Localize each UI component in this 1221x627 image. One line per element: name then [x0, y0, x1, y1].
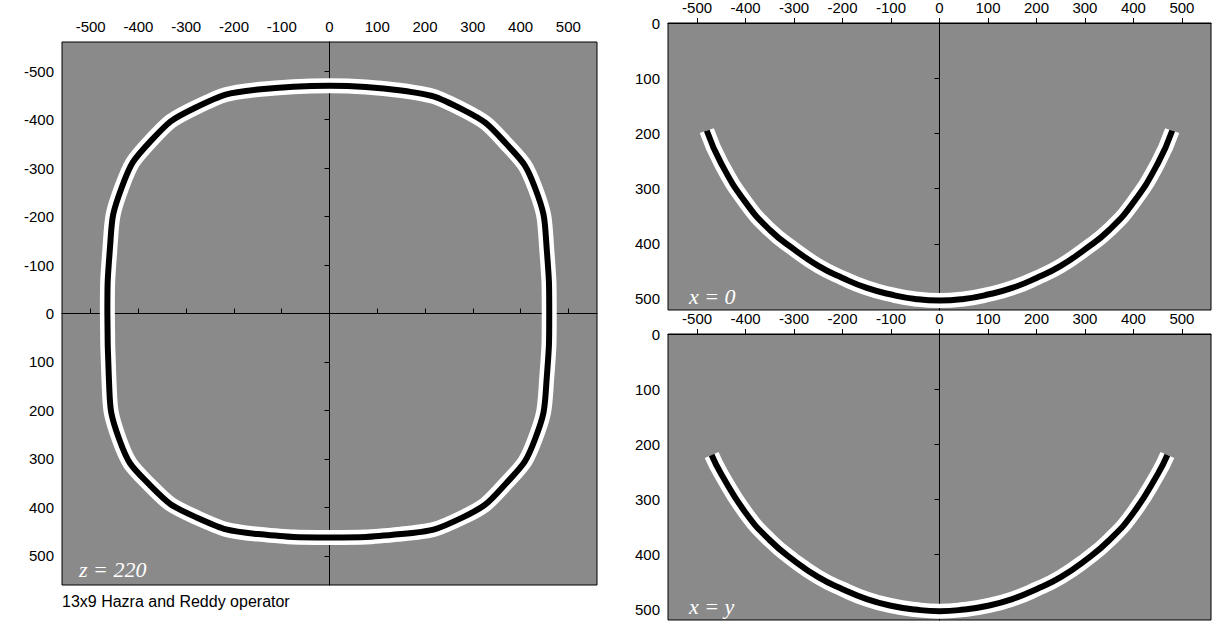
svg-text:-100: -100	[876, 310, 906, 327]
svg-text:-500: -500	[682, 0, 712, 16]
svg-text:400: 400	[1121, 310, 1146, 327]
svg-text:100: 100	[365, 18, 390, 35]
svg-text:300: 300	[460, 18, 485, 35]
svg-text:300: 300	[1072, 310, 1097, 327]
svg-text:500: 500	[29, 547, 54, 564]
svg-text:400: 400	[29, 499, 54, 516]
svg-text:400: 400	[635, 546, 660, 563]
svg-text:-300: -300	[779, 310, 809, 327]
svg-text:300: 300	[29, 450, 54, 467]
svg-text:-500: -500	[76, 18, 106, 35]
svg-text:-100: -100	[267, 18, 297, 35]
svg-text:400: 400	[1121, 0, 1146, 16]
svg-text:200: 200	[635, 436, 660, 453]
svg-text:0: 0	[325, 18, 333, 35]
svg-text:13x9 Hazra and Reddy operator: 13x9 Hazra and Reddy operator	[62, 593, 290, 610]
svg-text:0: 0	[46, 305, 54, 322]
svg-text:500: 500	[1169, 310, 1194, 327]
svg-text:400: 400	[508, 18, 533, 35]
svg-text:-300: -300	[24, 160, 54, 177]
svg-text:100: 100	[29, 353, 54, 370]
svg-text:500: 500	[556, 18, 581, 35]
svg-text:300: 300	[1072, 0, 1097, 16]
svg-text:-200: -200	[24, 208, 54, 225]
svg-text:-500: -500	[682, 310, 712, 327]
svg-text:400: 400	[635, 235, 660, 252]
svg-text:300: 300	[635, 180, 660, 197]
svg-text:500: 500	[635, 601, 660, 618]
svg-text:-400: -400	[123, 18, 153, 35]
svg-text:-200: -200	[828, 310, 858, 327]
svg-text:-400: -400	[24, 111, 54, 128]
svg-text:500: 500	[635, 290, 660, 307]
svg-text:0: 0	[935, 0, 943, 16]
svg-text:200: 200	[1024, 0, 1049, 16]
svg-text:300: 300	[635, 491, 660, 508]
svg-text:200: 200	[635, 125, 660, 142]
svg-text:100: 100	[975, 0, 1000, 16]
svg-text:100: 100	[635, 381, 660, 398]
svg-text:-100: -100	[24, 257, 54, 274]
svg-text:-100: -100	[876, 0, 906, 16]
svg-text:0: 0	[935, 310, 943, 327]
svg-text:100: 100	[635, 70, 660, 87]
svg-text:200: 200	[1024, 310, 1049, 327]
svg-text:-300: -300	[171, 18, 201, 35]
svg-text:0: 0	[652, 15, 660, 32]
svg-text:-400: -400	[731, 0, 761, 16]
svg-text:100: 100	[975, 310, 1000, 327]
svg-text:x = y: x = y	[688, 594, 735, 619]
svg-text:500: 500	[1169, 0, 1194, 16]
svg-text:200: 200	[413, 18, 438, 35]
svg-text:200: 200	[29, 402, 54, 419]
svg-text:-500: -500	[24, 63, 54, 80]
svg-text:x = 0: x = 0	[688, 284, 736, 309]
svg-text:z = 220: z = 220	[78, 557, 146, 582]
svg-text:-300: -300	[779, 0, 809, 16]
svg-text:-400: -400	[731, 310, 761, 327]
svg-text:0: 0	[652, 326, 660, 343]
svg-text:-200: -200	[219, 18, 249, 35]
svg-text:-200: -200	[828, 0, 858, 16]
